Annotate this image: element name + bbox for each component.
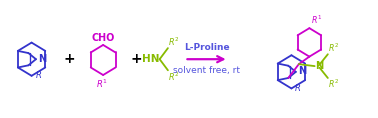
Text: N: N <box>298 66 306 76</box>
Text: $R^1$: $R^1$ <box>311 13 322 26</box>
Text: solvent free, rt: solvent free, rt <box>173 66 240 75</box>
Text: $R^2$: $R^2$ <box>168 70 179 83</box>
Text: $R^1$: $R^1$ <box>96 77 108 90</box>
Text: R: R <box>35 71 41 80</box>
Text: N: N <box>315 61 324 71</box>
Text: N: N <box>38 54 46 64</box>
Text: CHO: CHO <box>91 33 115 43</box>
Text: L-Proline: L-Proline <box>184 43 229 53</box>
Text: HN: HN <box>142 54 160 64</box>
Text: +: + <box>64 52 75 66</box>
Text: R: R <box>295 84 301 93</box>
Text: $R^2$: $R^2$ <box>328 78 339 90</box>
Text: $R^2$: $R^2$ <box>168 36 179 48</box>
Text: $R^2$: $R^2$ <box>328 42 339 54</box>
Text: +: + <box>130 52 142 66</box>
